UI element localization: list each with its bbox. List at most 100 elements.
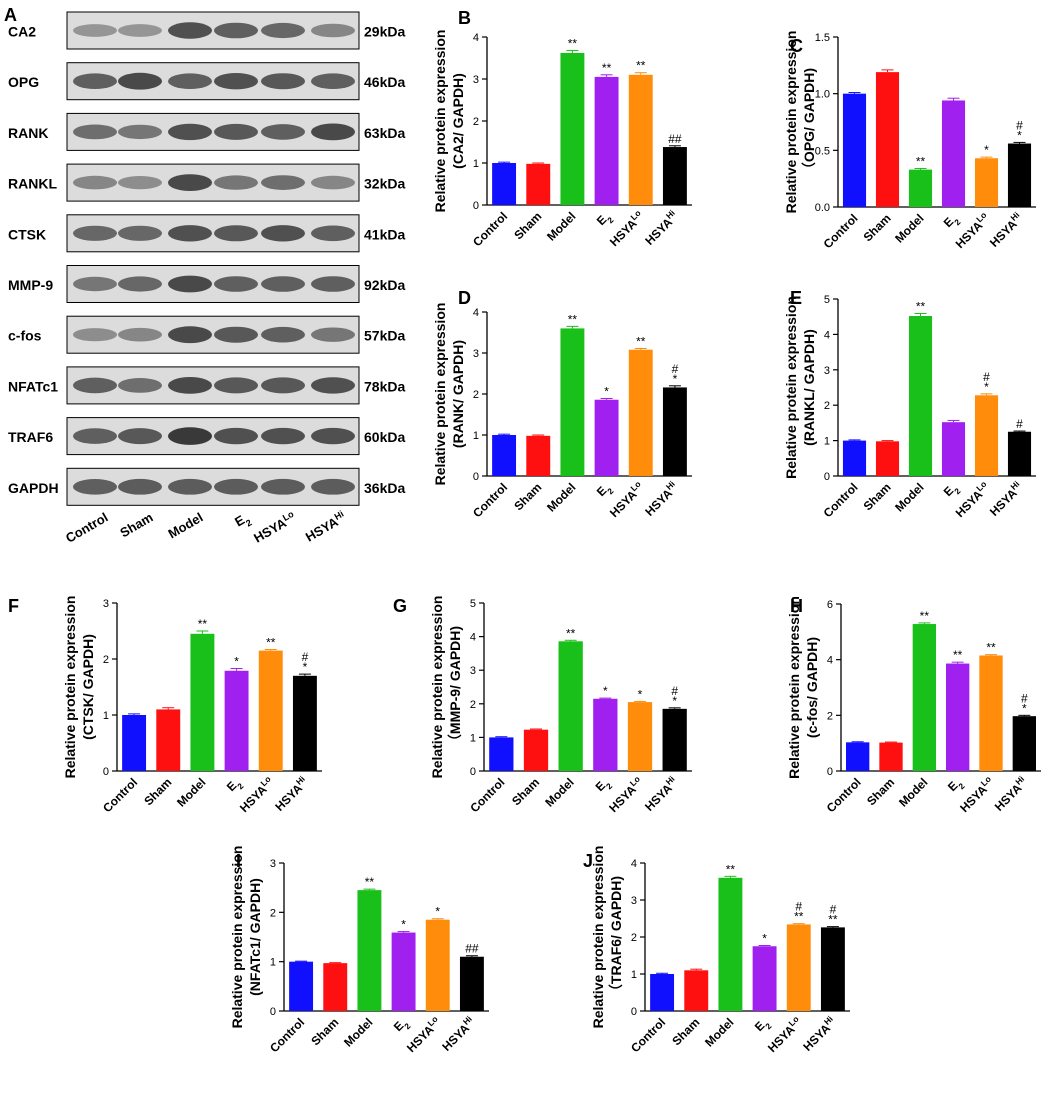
y-tick-label: 2	[470, 699, 476, 711]
blot-band	[311, 225, 355, 242]
panel-letter: C	[790, 36, 803, 56]
y-tick-label: 0	[473, 200, 479, 212]
x-category-label: Sham	[141, 775, 174, 808]
blot-band	[118, 72, 162, 90]
blot-band	[118, 276, 162, 292]
blot-lane-label: HSYAHi	[302, 509, 348, 545]
blot-band	[311, 427, 355, 445]
blot-band	[118, 378, 162, 393]
blot-size-label: 78kDa	[364, 378, 405, 394]
blot-protein-label: GAPDH	[8, 480, 59, 496]
y-axis-label: Relative protein expression	[783, 296, 799, 479]
bar	[946, 663, 970, 771]
blot-band	[73, 328, 117, 342]
blot-band	[168, 225, 212, 242]
x-category-label: Model	[544, 209, 578, 243]
chart-panel-f: F Relative protein expression (CTSK/ GAPDH…	[8, 596, 322, 815]
blot-band	[214, 276, 258, 292]
blot-band	[214, 123, 258, 140]
y-tick-label: 0	[470, 766, 476, 778]
blot-band	[311, 123, 355, 141]
blot-size-label: 29kDa	[364, 24, 405, 40]
bar	[1012, 716, 1036, 771]
y-axis-label: (c-fos/ GAPDH)	[804, 637, 820, 738]
x-category-label: HSYALo	[606, 479, 647, 520]
y-tick-label: 4	[631, 858, 637, 870]
blot-band	[118, 478, 162, 495]
x-category-label: HSYALo	[764, 1014, 805, 1055]
blot-strip	[66, 265, 360, 303]
blot-band	[73, 175, 117, 190]
bar	[560, 52, 585, 206]
y-tick-label: 0.0	[815, 202, 830, 214]
significance-label: **	[986, 641, 996, 655]
significance-label: **	[365, 875, 375, 889]
blot-band	[214, 326, 258, 343]
x-category-label: HSYALo	[951, 210, 992, 251]
panel-letter: F	[8, 596, 19, 616]
blot-band	[261, 478, 305, 495]
panel-letter: J	[583, 851, 593, 871]
x-category-label: Control	[470, 480, 510, 520]
x-category-label: Control	[100, 775, 140, 815]
y-tick-label: 1	[103, 710, 109, 722]
x-category-label: Control	[821, 480, 861, 520]
blot-band	[311, 478, 355, 495]
y-axis-label: Relative protein expression	[786, 596, 802, 779]
y-tick-label: 1	[631, 969, 637, 981]
significance-label: #	[1016, 118, 1023, 132]
bar	[558, 641, 583, 771]
y-tick-label: 4	[470, 632, 476, 644]
significance-label: #	[302, 650, 309, 664]
blot-band	[214, 225, 258, 242]
x-category-label: HSYAHi	[990, 774, 1030, 814]
y-tick-label: 1.0	[815, 89, 830, 101]
blot-band	[73, 428, 117, 444]
bar	[289, 961, 314, 1011]
y-tick-label: 1	[824, 436, 830, 448]
x-category-label: HSYALo	[403, 1014, 444, 1055]
bar	[912, 624, 936, 771]
significance-label: *	[234, 655, 239, 669]
chart-panel-d: D Relative protein expression (RANK/ GAPDH…	[432, 288, 692, 520]
y-tick-label: 0	[103, 766, 109, 778]
significance-label: **	[828, 913, 838, 927]
blot-size-label: 36kDa	[364, 480, 405, 496]
y-axis-label: Relative protein expression	[783, 31, 799, 214]
x-category-label: E2	[752, 1015, 774, 1037]
y-axis-label: Relative protein expression	[62, 596, 78, 779]
blot-band	[214, 427, 258, 445]
bar	[391, 932, 416, 1011]
blot-band	[118, 327, 162, 342]
blot-band	[261, 377, 305, 394]
blot-strip	[66, 417, 360, 456]
blot-band	[73, 225, 117, 241]
blot-band	[261, 124, 305, 140]
significance-label: **	[568, 312, 578, 326]
x-category-label: HSYAHi	[799, 1014, 839, 1054]
bar	[489, 737, 514, 771]
blot-band	[118, 24, 162, 37]
x-category-label: Sham	[861, 480, 894, 513]
y-tick-label: 3	[103, 598, 109, 610]
bar	[908, 169, 933, 207]
x-category-label: Model	[892, 480, 926, 514]
bar	[258, 650, 283, 771]
x-category-label: HSYALo	[606, 208, 647, 249]
y-tick-label: 0	[270, 1006, 276, 1018]
y-tick-label: 0	[473, 471, 479, 483]
x-category-label: HSYALo	[956, 774, 997, 815]
y-axis-label: Relative protein expression	[590, 846, 606, 1029]
y-tick-label: 1	[473, 158, 479, 170]
significance-label: *	[435, 905, 440, 919]
y-tick-label: 0	[827, 766, 833, 778]
blot-protein-label: CA2	[8, 24, 36, 40]
blot-band	[168, 427, 212, 445]
x-category-label: Sham	[861, 211, 894, 244]
y-tick-label: 5	[824, 294, 830, 306]
blot-band	[168, 73, 212, 89]
x-category-label: HSYAHi	[986, 210, 1026, 250]
x-category-label: Control	[821, 211, 861, 251]
bar	[662, 147, 687, 205]
